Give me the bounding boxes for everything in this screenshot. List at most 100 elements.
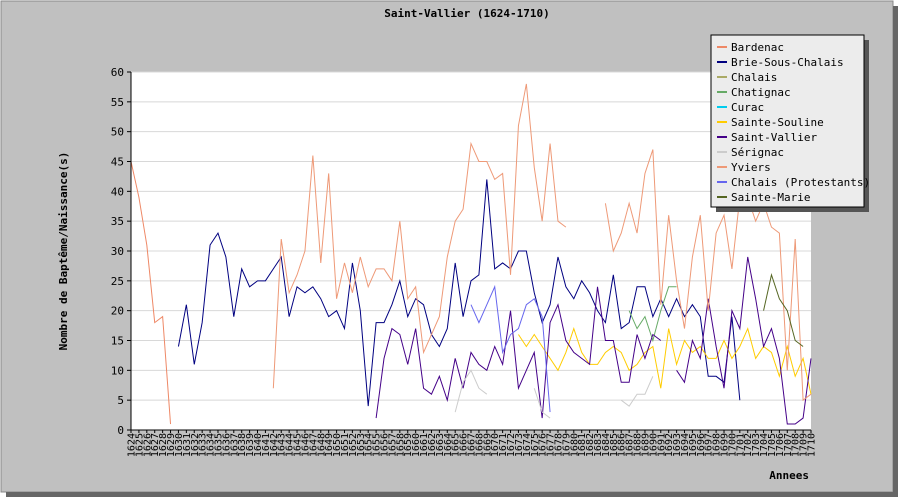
y-tick-label: 45 <box>111 156 124 169</box>
x-tick-label: 1680 <box>569 433 580 457</box>
x-tick-label: 1703 <box>751 433 762 457</box>
legend-label: Chalais <box>731 71 777 84</box>
x-tick-label: 1685 <box>609 433 620 457</box>
x-tick-label: 1697 <box>704 433 715 457</box>
x-tick-label: 1665 <box>451 433 462 457</box>
y-tick-label: 35 <box>111 215 124 228</box>
y-tick-label: 40 <box>111 185 124 198</box>
series-line <box>533 388 551 419</box>
x-tick-label: 1674 <box>522 433 533 457</box>
chart-title: Saint-Vallier (1624-1710) <box>384 7 550 20</box>
x-tick-label: 1684 <box>601 433 612 457</box>
series-bardenac <box>130 161 172 425</box>
x-tick-label: 1658 <box>395 433 406 457</box>
x-tick-label: 1666 <box>459 433 470 457</box>
x-tick-label: 1708 <box>791 433 802 457</box>
x-tick-label: 1632 <box>190 433 201 457</box>
legend-label: Chalais (Protestants) <box>731 176 870 189</box>
x-tick-label: 1637 <box>229 433 240 457</box>
series-line <box>272 83 567 389</box>
y-tick-label: 15 <box>111 335 124 348</box>
series-line <box>454 369 488 413</box>
series-saint-vallier <box>375 256 812 425</box>
legend-label: Yviers <box>731 161 771 174</box>
gridlines <box>131 71 811 401</box>
x-tick-label: 1691 <box>656 433 667 457</box>
series-line <box>470 284 551 413</box>
x-tick-label: 1646 <box>300 433 311 457</box>
series-line <box>604 149 812 402</box>
legend-label: Sainte-Marie <box>731 191 810 204</box>
x-axis-ticks: 1624162516261627162816291630163116321633… <box>127 430 818 457</box>
x-tick-label: 1648 <box>316 433 327 457</box>
x-tick-label: 1681 <box>577 433 588 457</box>
x-tick-label: 1653 <box>356 433 367 457</box>
x-tick-label: 1662 <box>427 433 438 457</box>
x-tick-label: 1664 <box>443 433 454 457</box>
legend-label: Brie-Sous-Chalais <box>731 56 844 69</box>
x-tick-label: 1668 <box>474 433 485 457</box>
y-tick-label: 0 <box>117 424 124 437</box>
legend-label: Saint-Vallier <box>731 131 817 144</box>
x-tick-label: 1707 <box>783 433 794 457</box>
x-tick-label: 1650 <box>332 433 343 457</box>
x-axis-label: Annees <box>769 469 809 482</box>
x-tick-label: 1700 <box>727 433 738 457</box>
x-tick-label: 1636 <box>221 433 232 457</box>
x-tick-label: 1688 <box>633 433 644 457</box>
x-tick-label: 1641 <box>261 433 272 457</box>
x-tick-label: 1678 <box>553 433 564 457</box>
legend-label: Curac <box>731 101 764 114</box>
x-tick-label: 1699 <box>720 433 731 457</box>
x-tick-label: 1663 <box>435 433 446 457</box>
x-tick-label: 1669 <box>482 433 493 457</box>
y-axis-ticks: 0 5 10 15 20 25 30 35 40 45 50 55 60 <box>111 66 131 437</box>
x-tick-label: 1676 <box>538 433 549 457</box>
x-tick-label: 1624 <box>127 433 138 457</box>
y-tick-label: 50 <box>111 126 124 139</box>
chart-shadow-right <box>893 6 898 496</box>
series-brie-sous-chalais <box>177 179 741 407</box>
x-tick-label: 1705 <box>767 433 778 457</box>
x-tick-label: 1660 <box>411 433 422 457</box>
series-chatignac <box>628 286 677 343</box>
x-tick-label: 1625 <box>134 433 145 457</box>
legend-box <box>710 34 865 208</box>
series-line <box>518 326 812 395</box>
x-tick-label: 1633 <box>198 433 209 457</box>
legend-label: Sérignac <box>731 146 784 159</box>
series-line <box>130 161 172 425</box>
legend-label: Sainte-Souline <box>731 116 824 129</box>
x-tick-label: 1709 <box>799 433 810 457</box>
x-tick-label: 1690 <box>648 433 659 457</box>
series-sainte-souline <box>518 326 812 395</box>
series-lines <box>130 83 812 425</box>
x-tick-label: 1649 <box>324 433 335 457</box>
x-tick-label: 1639 <box>245 433 256 457</box>
series-line <box>676 256 812 425</box>
x-tick-label: 1661 <box>419 433 430 457</box>
y-tick-label: 55 <box>111 96 124 109</box>
series-s-rignac <box>454 369 654 419</box>
x-tick-label: 1698 <box>712 433 723 457</box>
x-tick-label: 1683 <box>593 433 604 457</box>
series-line <box>620 376 654 407</box>
x-tick-label: 1695 <box>688 433 699 457</box>
x-tick-label: 1706 <box>775 433 786 457</box>
x-tick-label: 1638 <box>237 433 248 457</box>
x-tick-label: 1645 <box>293 433 304 457</box>
series-line <box>763 272 804 347</box>
x-tick-label: 1692 <box>664 433 675 457</box>
x-tick-label: 1627 <box>150 433 161 457</box>
y-tick-label: 25 <box>111 275 124 288</box>
x-tick-label: 1651 <box>340 433 351 457</box>
y-tick-label: 20 <box>111 305 124 318</box>
x-tick-label: 1647 <box>308 433 319 457</box>
x-tick-label: 1675 <box>530 433 541 457</box>
x-tick-label: 1687 <box>625 433 636 457</box>
x-tick-label: 1667 <box>467 433 478 457</box>
series-line <box>177 179 741 407</box>
x-tick-label: 1701 <box>735 433 746 457</box>
x-tick-label: 1655 <box>372 433 383 457</box>
x-tick-label: 1634 <box>206 433 217 457</box>
